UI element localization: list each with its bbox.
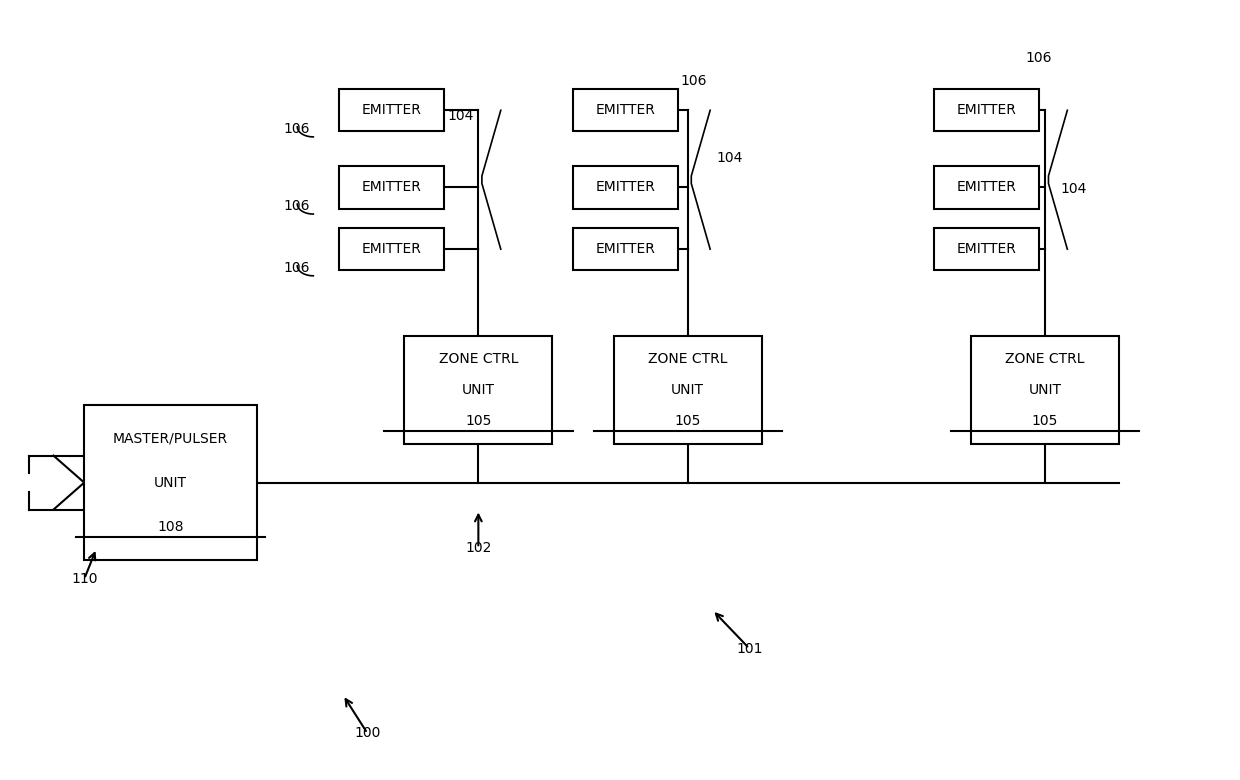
Bar <box>404 336 552 444</box>
Bar <box>573 89 678 132</box>
Text: 106: 106 <box>1025 51 1052 66</box>
Bar <box>614 336 761 444</box>
Text: 106: 106 <box>681 74 707 88</box>
Bar <box>934 166 1039 209</box>
Text: UNIT: UNIT <box>154 476 187 490</box>
Text: 105: 105 <box>1032 414 1058 428</box>
Text: EMITTER: EMITTER <box>362 242 422 256</box>
Text: 100: 100 <box>355 726 381 740</box>
Text: 102: 102 <box>465 541 491 555</box>
Bar <box>573 166 678 209</box>
Text: MASTER/PULSER: MASTER/PULSER <box>113 431 228 445</box>
Text: EMITTER: EMITTER <box>595 180 656 194</box>
Text: EMITTER: EMITTER <box>595 242 656 256</box>
Text: EMITTER: EMITTER <box>956 242 1017 256</box>
Text: EMITTER: EMITTER <box>956 180 1017 194</box>
Text: ZONE CTRL: ZONE CTRL <box>439 352 518 366</box>
Text: 105: 105 <box>675 414 701 428</box>
Text: 101: 101 <box>737 641 763 655</box>
Bar <box>340 89 444 132</box>
Bar <box>934 228 1039 271</box>
Bar <box>84 406 257 560</box>
Text: ZONE CTRL: ZONE CTRL <box>1006 352 1085 366</box>
Text: ZONE CTRL: ZONE CTRL <box>649 352 728 366</box>
Text: EMITTER: EMITTER <box>595 103 656 117</box>
Text: EMITTER: EMITTER <box>362 180 422 194</box>
Text: 108: 108 <box>157 519 184 534</box>
Bar <box>573 228 678 271</box>
Text: UNIT: UNIT <box>461 383 495 397</box>
Text: 104: 104 <box>1061 183 1087 197</box>
Bar <box>971 336 1118 444</box>
Bar <box>340 228 444 271</box>
Text: 106: 106 <box>283 122 310 136</box>
Text: UNIT: UNIT <box>1028 383 1061 397</box>
Text: 106: 106 <box>283 261 310 275</box>
Text: 106: 106 <box>283 200 310 214</box>
Text: 104: 104 <box>715 151 743 165</box>
Text: EMITTER: EMITTER <box>362 103 422 117</box>
Bar <box>934 89 1039 132</box>
Text: 110: 110 <box>71 572 98 586</box>
Text: 105: 105 <box>465 414 491 428</box>
Text: EMITTER: EMITTER <box>956 103 1017 117</box>
Text: 104: 104 <box>448 109 474 123</box>
Bar <box>340 166 444 209</box>
Text: UNIT: UNIT <box>671 383 704 397</box>
